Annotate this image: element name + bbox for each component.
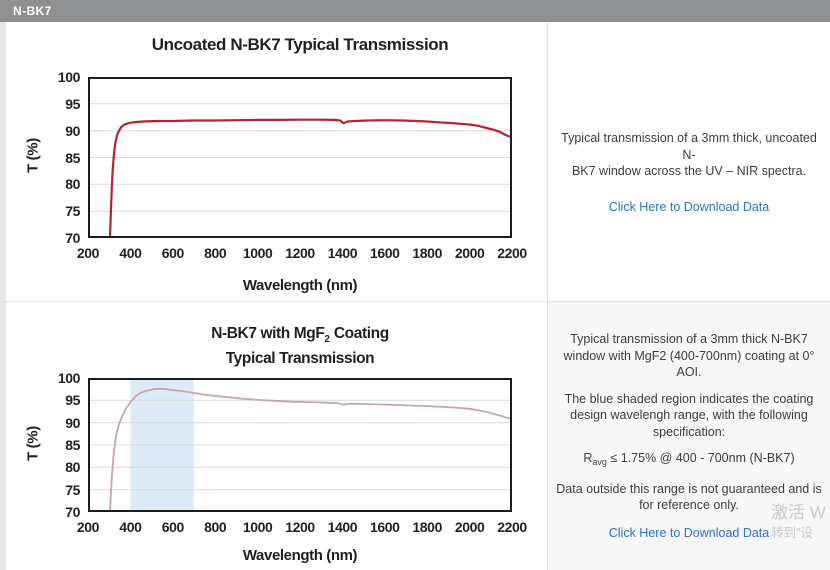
x-axis-label: Wavelength (nm) [242, 547, 358, 564]
x-tick-label: 2000 [454, 245, 485, 261]
plot-frame [88, 378, 512, 512]
shaded-region-note-text: The blue shaded region indicates the coa… [564, 391, 814, 439]
y-tick-label: 100 [57, 370, 81, 386]
transmission-curve [109, 387, 512, 512]
y-tick-label: 70 [65, 504, 80, 520]
coated-transmission-plot [88, 378, 512, 512]
uncoated-description-panel: Typical transmission of a 3mm thick, unc… [547, 22, 830, 301]
subscript-2: 2 [324, 334, 330, 345]
chart-uncoated-title: Uncoated N-BK7 Typical Transmission [151, 35, 449, 54]
y-tick-label: 95 [65, 392, 80, 409]
x-tick-label: 400 [119, 245, 142, 261]
chart-coated: N-BK7 with MgF2 Coating Typical Transmis… [0, 302, 547, 570]
y-tick-label: 95 [65, 95, 80, 112]
chart-coated-title-line2: Typical Transmission [225, 350, 375, 367]
y-tick-label: 70 [65, 230, 80, 246]
download-data-link-uncoated[interactable]: Click Here to Download Data [608, 199, 770, 214]
download-data-link-coated[interactable]: Click Here to Download Data [608, 525, 770, 540]
x-tick-label: 1200 [285, 519, 315, 535]
reference-only-note-text: Data outside this range is not guarantee… [556, 481, 822, 513]
x-tick-label: 200 [76, 519, 100, 535]
coated-description-text: Typical transmission of a 3mm thick N-BK… [563, 332, 815, 379]
y-tick-label: 90 [65, 414, 80, 431]
x-tick-label: 800 [204, 519, 227, 535]
chart-coated-title: N-BK7 with MgF2 Coating Typical Transmis… [88, 324, 512, 368]
x-tick-label: 2200 [497, 519, 527, 535]
page-header-title: N-BK7 [13, 4, 52, 18]
chart-uncoated: Uncoated N-BK7 Typical Transmission T (%… [0, 22, 547, 301]
uncoated-transmission-plot [88, 77, 512, 238]
y-tick-label: 75 [65, 203, 80, 220]
y-tick-label: 90 [65, 122, 80, 139]
uncoated-description-text: Typical transmission of a 3mm thick, unc… [561, 131, 817, 178]
y-tick-label: 75 [65, 481, 80, 498]
reflectance-spec-text: Ravg ≤ 1.75% @ 400 - 700nm (N-BK7) [583, 451, 795, 467]
x-tick-label: 1400 [327, 245, 358, 261]
transmission-curve [108, 118, 512, 238]
subscript-avg: avg [592, 457, 607, 467]
x-tick-label: 1800 [412, 519, 442, 535]
page-header: N-BK7 [0, 0, 830, 22]
x-tick-label: 2200 [497, 245, 527, 261]
x-tick-label: 1000 [242, 245, 273, 261]
x-tick-label: 400 [119, 519, 142, 535]
y-tick-label: 85 [65, 437, 80, 453]
x-axis-label: Wavelength (nm) [242, 277, 358, 294]
x-tick-label: 800 [204, 245, 227, 261]
x-tick-label: 600 [161, 245, 185, 261]
x-tick-label: 1600 [370, 519, 400, 535]
x-tick-label: 1600 [370, 245, 400, 261]
x-tick-label: 2000 [454, 519, 485, 535]
x-tick-label: 600 [161, 519, 185, 535]
x-tick-label: 200 [76, 245, 100, 261]
left-gutter [0, 22, 6, 570]
y-tick-label: 80 [65, 459, 80, 476]
x-tick-label: 1400 [327, 519, 358, 535]
y-tick-label: 100 [57, 69, 81, 85]
x-tick-label: 1200 [285, 245, 315, 261]
x-tick-label: 1800 [412, 245, 442, 261]
y-tick-label: 80 [65, 176, 80, 193]
coated-description-panel: Typical transmission of a 3mm thick N-BK… [547, 302, 830, 570]
plot-frame [88, 77, 512, 238]
chart-coated-title-line1: N-BK7 with MgF2 Coating [211, 325, 389, 345]
y-tick-label: 85 [65, 149, 80, 166]
section-divider [0, 301, 830, 302]
x-tick-label: 1000 [242, 519, 273, 535]
